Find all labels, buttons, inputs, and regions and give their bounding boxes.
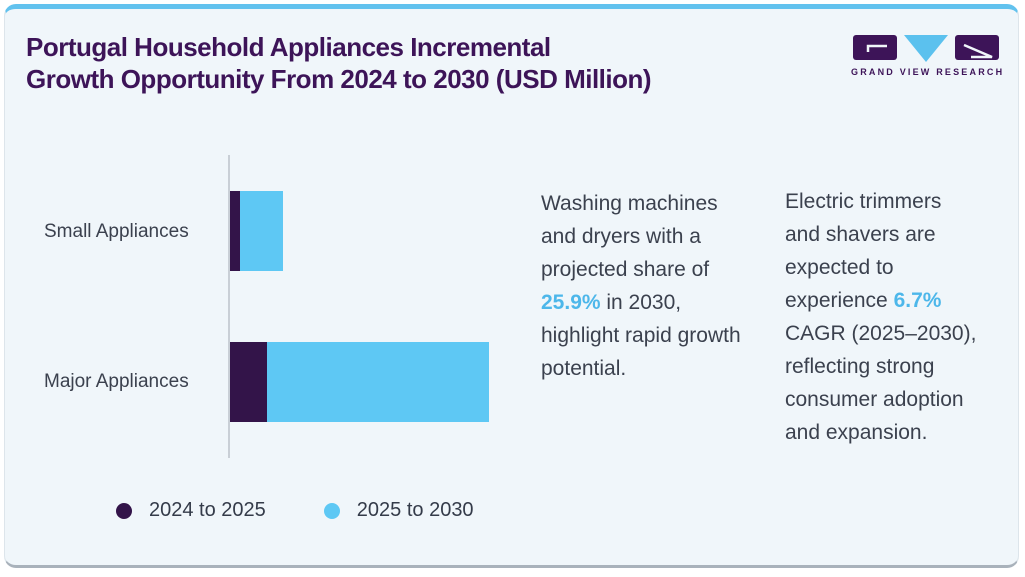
legend-dot-2025-2030-icon [323,502,340,519]
infographic-card: Portugal Household Appliances Incrementa… [4,4,1019,568]
page-title: Portugal Household Appliances Incrementa… [26,31,652,95]
legend-dot-2024-2025-icon [116,502,132,519]
bar-segment-2024-2025 [230,342,267,422]
title-line-2: Growth Opportunity From 2024 to 2030 (US… [26,64,652,94]
legend-item-2024-2025: 2024 to 2025 [116,499,266,522]
bar-small-appliances [230,191,283,271]
bar-segment-2024-2025 [230,191,240,271]
logo-wordmark: GRAND VIEW RESEARCH [851,67,1005,77]
bar-major-appliances [230,342,489,422]
category-label-small-appliances: Small Appliances [44,221,189,242]
legend-label: 2024 to 2025 [149,499,266,521]
chart-value-axis-line [228,155,230,458]
highlight-cagr-value: 6.7% [893,289,942,312]
bar-segment-2025-2030 [240,191,283,271]
insight-text: Electric trimmers and shavers are expect… [785,190,942,312]
grand-view-research-logo: GRAND VIEW RESEARCH [851,33,1005,77]
chart-legend: 2024 to 2025 2025 to 2030 [116,499,474,522]
gvr-logo-icon [853,35,999,62]
insight-text: in 2030, highlight rapid growth potentia… [541,291,741,380]
legend-item-2025-2030: 2025 to 2030 [323,499,474,522]
insight-text: Washing machines and dryers with a proje… [541,192,718,281]
insight-paragraph-trimmers-shavers: Electric trimmers and shavers are expect… [785,185,981,449]
title-line-1: Portugal Household Appliances Incrementa… [26,32,551,62]
insight-paragraph-washers-dryers: Washing machines and dryers with a proje… [541,187,755,385]
highlight-share-value: 25.9% [541,291,601,314]
insight-text: CAGR (2025–2030), reflecting strong cons… [785,322,977,444]
bar-segment-2025-2030 [267,342,489,422]
legend-label: 2025 to 2030 [356,499,474,521]
category-label-major-appliances: Major Appliances [44,371,189,392]
